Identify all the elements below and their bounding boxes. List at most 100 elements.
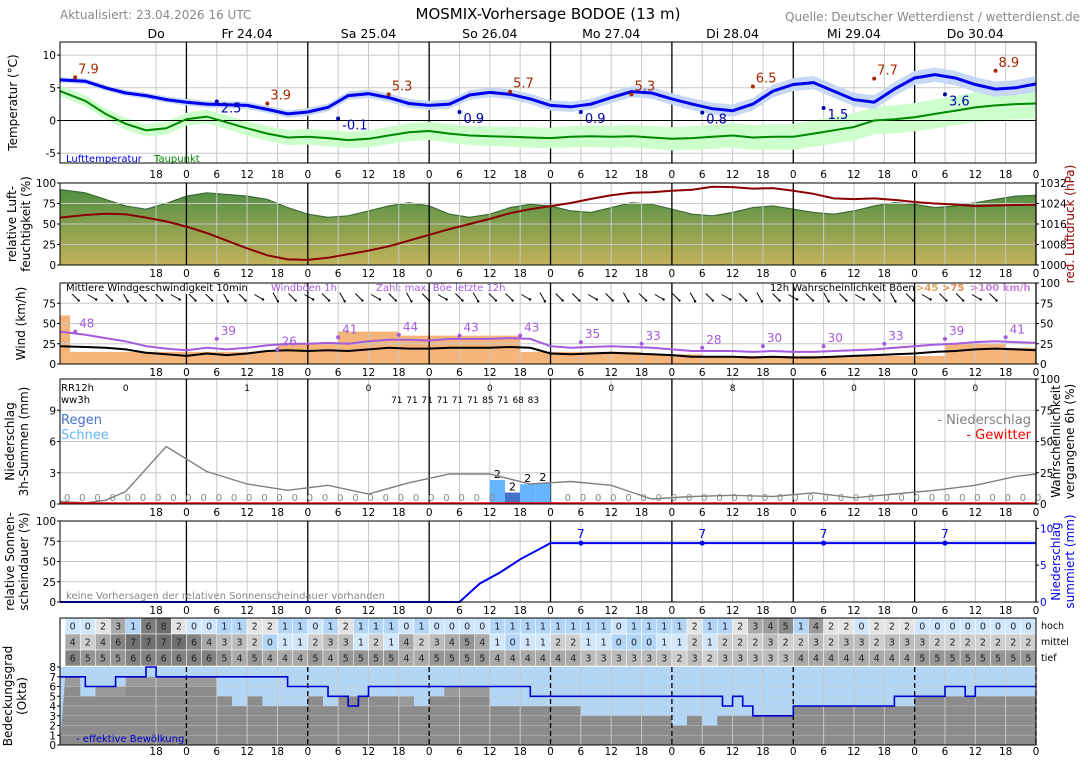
cloud-hour-tick-label: 0: [911, 746, 918, 758]
sunshine-hour-tick-label: 0: [304, 605, 311, 617]
cloud-cell-value: 3: [767, 638, 773, 649]
cloud-cell-value: 4: [403, 638, 409, 649]
humidity-hour-tick-label: 6: [213, 268, 220, 280]
cloud-cell-value: 3: [919, 638, 925, 649]
wind-arrow-head: [226, 300, 230, 303]
wind-tick-label: 0: [49, 359, 56, 371]
cloud-cell-value: 6: [206, 654, 212, 665]
temperature-hour-tick-label: 6: [942, 169, 949, 181]
cumulative-precipitation-tick-label: 5: [1040, 560, 1047, 572]
wind-hour-tick-label: 0: [669, 367, 676, 379]
precipitation-axis-label-line: Niederschlag: [3, 402, 17, 480]
zero-precipitation-label: 0: [838, 493, 844, 504]
cloud-hour-tick-label: 12: [362, 746, 375, 758]
pressure-axis-label-line: red. Luftdruck (hPa): [1063, 165, 1077, 284]
cloud-cell-value: 2: [176, 622, 182, 633]
cloud-tick-label: 5: [49, 691, 56, 703]
cloud-cell-value: 5: [464, 638, 470, 649]
cloud-cell-value: 0: [70, 622, 76, 633]
wind-direction-arrow: [455, 293, 464, 302]
ww3h-value: 85: [482, 396, 493, 406]
cloud-hour-tick-label: 0: [669, 746, 676, 758]
humidity-hour-tick-label: 18: [513, 268, 526, 280]
wind-arrow-head: [894, 300, 897, 303]
wind-arrow-shaft: [488, 293, 497, 301]
wind-hour-tick-label: 18: [149, 367, 162, 379]
cloud-cell-value: 5: [934, 654, 940, 665]
wind-arrow-head: [845, 299, 848, 302]
wind-direction-arrow: [689, 292, 697, 303]
cloud-cell-value: 3: [585, 654, 591, 665]
cloud-cell-value: 4: [525, 654, 531, 665]
chart-header: Aktualisiert: 23.04.2026 16 UTC MOSMIX-V…: [60, 5, 1080, 24]
precipitation-bar-label: 2: [494, 468, 501, 481]
cloud-cell-value: 1: [676, 638, 682, 649]
cloud-cell-value: 2: [828, 638, 834, 649]
gust-probability-bar: [60, 315, 71, 364]
cloud-hour-tick-label: 18: [999, 746, 1012, 758]
cloud-cell-value: 0: [206, 622, 212, 633]
min-temp-marker: [214, 99, 219, 104]
temperature-hour-tick-label: 6: [213, 169, 220, 181]
humidity-axis-label-line: feuchtigkeit (%): [19, 176, 33, 272]
cloud-cell-value: 5: [995, 654, 1001, 665]
wind-direction-arrow: [705, 293, 715, 302]
max-gust-label: 43: [464, 321, 479, 335]
cloud-cell-value: 5: [783, 622, 789, 633]
wind-arrow-shaft: [672, 293, 680, 301]
cloud-tick-label: 2: [49, 721, 56, 733]
cloud-cell-value: 1: [540, 622, 546, 633]
precipitation-probability-axis-label-line: Wahrscheinlichkeit: [1049, 385, 1063, 498]
cloud-hour-tick-label: 0: [1033, 746, 1040, 758]
cloud-hour-tick-label: 6: [335, 746, 342, 758]
cloud-cell-value: 4: [828, 654, 834, 665]
cloud-cell-value: 4: [206, 638, 212, 649]
humidity-hour-tick-label: 6: [820, 268, 827, 280]
gust-probability-threshold: >100 km/h: [970, 283, 1031, 294]
wind-hour-tick-label: 18: [878, 367, 891, 379]
wind-direction-arrow: [138, 293, 147, 302]
temperature-hour-tick-label: 12: [847, 169, 860, 181]
humidity-axis-label-line: relative Luft-: [5, 186, 19, 262]
wind-direction-arrow: [872, 293, 881, 302]
cloud-cell-value: 2: [1010, 638, 1016, 649]
wind-arrow-head: [144, 299, 147, 302]
day-label: Mi 29.04: [827, 26, 881, 41]
wind-direction-arrow: [288, 293, 297, 302]
max-gust-marker: [275, 347, 280, 352]
temperature-tick-label: 10: [43, 50, 56, 62]
cloud-cell-value: 2: [1025, 638, 1031, 649]
zero-precipitation-label: 0: [201, 493, 207, 504]
wind-arrow-head: [211, 299, 214, 302]
cloud-cell-value: 1: [328, 622, 334, 633]
cloud-cell-value: 2: [737, 638, 743, 649]
cloud-cell-value: 4: [70, 638, 76, 649]
humidity-tick-label: 100: [36, 178, 56, 190]
legend-rain: Regen: [61, 413, 102, 428]
cloud-cell-value: 5: [434, 654, 440, 665]
wind-arrow-head: [110, 299, 114, 302]
cloud-cell-value: 4: [555, 654, 561, 665]
humidity-hour-tick-label: 12: [726, 268, 739, 280]
min-temp-marker: [336, 116, 341, 121]
min-temp-marker: [821, 106, 826, 111]
max-gust-marker: [396, 332, 401, 337]
cloud-cell-value: 1: [601, 638, 607, 649]
temperature-hour-tick-label: 0: [547, 169, 554, 181]
wind-arrow-head: [693, 300, 697, 303]
humidity-hour-tick-label: 0: [304, 268, 311, 280]
cloud-cell-value: 3: [904, 638, 910, 649]
cloud-cell-value: 7: [176, 638, 182, 649]
temperature-line: [59, 73, 1037, 116]
humidity-hour-tick-label: 0: [547, 268, 554, 280]
wind-arrow-head: [361, 299, 364, 302]
wind-arrow-head: [311, 298, 315, 301]
sunshine-hour-tick-label: 6: [699, 605, 706, 617]
precipitation-bar: [489, 480, 506, 504]
wind-hour-tick-label: 6: [578, 367, 585, 379]
wind-direction-arrow: [772, 293, 781, 302]
wind-arrow-head: [343, 300, 346, 303]
wind-direction-arrow: [254, 294, 265, 301]
wind-arrow-head: [94, 298, 98, 301]
